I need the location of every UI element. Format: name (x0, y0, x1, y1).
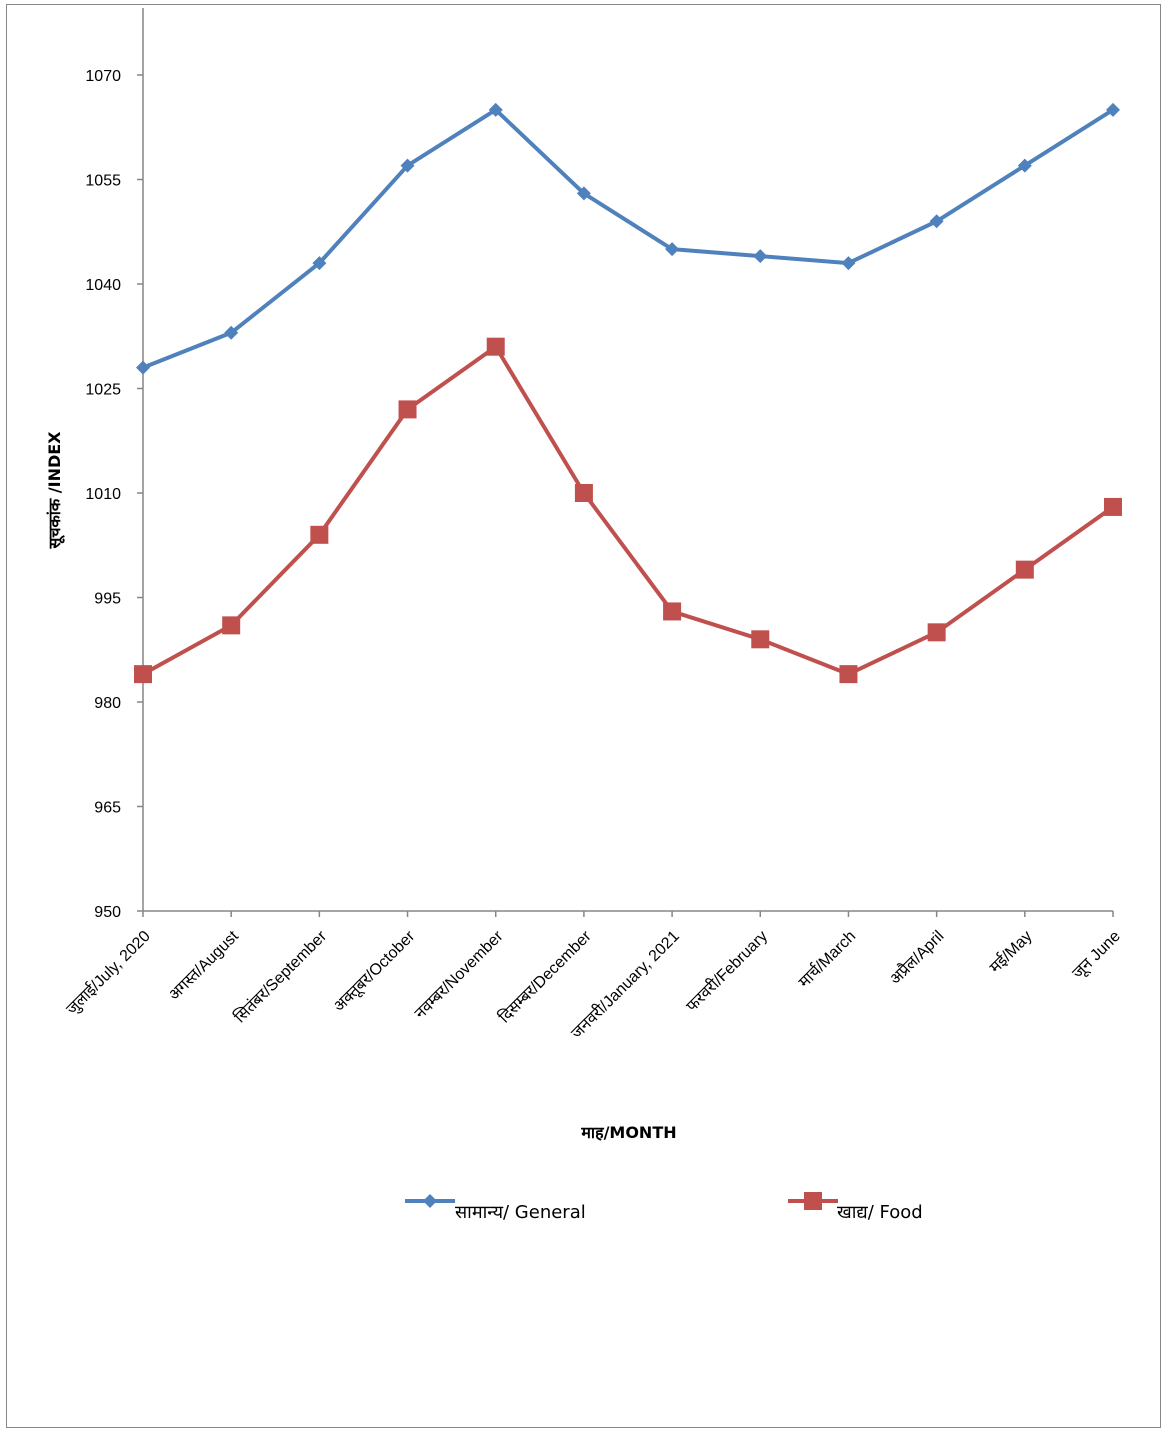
x-axis-title: माह/MONTH (580, 1123, 676, 1142)
data-point-square (134, 665, 152, 684)
legend-marker-diamond (423, 1194, 437, 1208)
series-food (134, 337, 1122, 684)
data-point-square (751, 630, 770, 649)
y-axis-ticks: 950 965 980 995 1010 1025 1040 1055 1070 (85, 68, 143, 921)
data-point-square (663, 602, 682, 621)
data-point-diamond (312, 256, 327, 271)
y-axis-title: सूचकांक /INDEX (45, 431, 65, 550)
legend-marker-square (804, 1192, 822, 1210)
x-tick-label: मई/May (985, 926, 1035, 976)
y-tick-label: 950 (94, 904, 121, 921)
data-point-square (486, 337, 505, 356)
legend-label: खाद्य/ Food (837, 1202, 923, 1223)
data-point-square (839, 665, 858, 684)
series-line (142, 107, 1115, 370)
data-point-diamond (1017, 158, 1032, 173)
x-tick-label: फरवरी/February (682, 926, 771, 1015)
y-tick-label: 1010 (85, 486, 121, 503)
data-point-square (927, 623, 946, 642)
x-axis-ticks: जुलाई/July, 2020 अगस्त/Augustसितंबर/Septe… (62, 911, 1125, 1042)
legend-item-food: खाद्य/ Food (788, 1192, 923, 1223)
x-tick-label: नवम्बर/November (412, 927, 507, 1022)
data-point-diamond (136, 360, 150, 375)
data-point-diamond (929, 214, 944, 229)
legend-label: सामान्य/ General (455, 1202, 586, 1223)
data-point-square (398, 400, 417, 419)
legend: सामान्य/ General खाद्य/ Food (405, 1192, 923, 1223)
series-layer (134, 102, 1122, 684)
chart-frame (6, 4, 1161, 1428)
data-point-diamond (224, 325, 239, 340)
x-tick-label: सितंबर/September (230, 926, 331, 1027)
x-tick-label: दिसम्बर/December (495, 926, 596, 1027)
data-point-diamond (488, 102, 503, 117)
data-point-square (1104, 497, 1122, 516)
data-point-square (222, 616, 241, 635)
x-tick-label: जुलाई/July, 2020 (62, 926, 155, 1019)
y-tick-label: 1070 (85, 68, 121, 85)
x-tick-label: अगस्त/August (166, 927, 243, 1004)
y-tick-label: 1025 (85, 382, 121, 399)
y-tick-label: 980 (94, 695, 121, 712)
data-point-diamond (665, 242, 680, 257)
axes (142, 8, 1113, 912)
data-point-square (574, 484, 593, 502)
y-tick-label: 995 (94, 591, 121, 608)
data-point-diamond (400, 158, 415, 173)
x-tick-label: अप्रैल/April (885, 926, 947, 988)
y-tick-label: 1055 (85, 173, 121, 190)
legend-item-general: सामान्य/ General (405, 1194, 586, 1223)
data-point-diamond (576, 186, 591, 201)
y-tick-label: 965 (94, 800, 121, 817)
x-tick-label: मार्च/March (794, 926, 859, 991)
y-tick-label: 1040 (85, 277, 121, 294)
series-line (142, 344, 1115, 677)
x-tick-label: जून June (1069, 928, 1124, 983)
series-general (136, 102, 1120, 375)
data-point-square (1015, 560, 1034, 579)
x-tick-label: अक्तूबर/October (331, 927, 420, 1016)
data-point-diamond (1106, 102, 1120, 117)
data-point-diamond (753, 249, 768, 264)
data-point-square (310, 525, 329, 544)
data-point-diamond (841, 256, 856, 271)
